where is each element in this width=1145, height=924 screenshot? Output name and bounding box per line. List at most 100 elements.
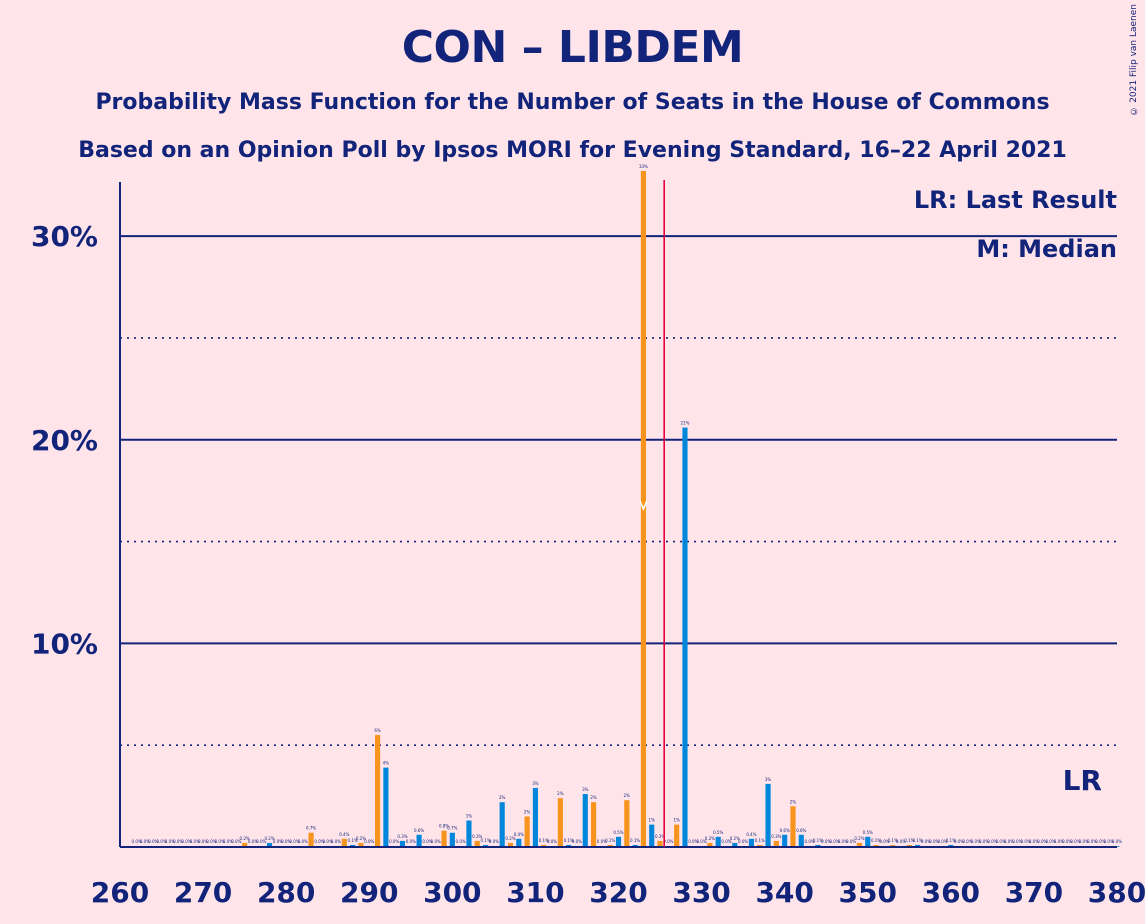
bar-seat-304 — [482, 844, 489, 847]
bar-seat-292 — [383, 767, 389, 847]
data-label: 0.0% — [456, 839, 466, 844]
data-label: 0.0% — [298, 839, 308, 844]
data-label: 0.0% — [738, 839, 748, 844]
bar-seat-342 — [798, 834, 804, 847]
data-label: 0.2% — [356, 836, 366, 841]
x-tick-label: 340 — [755, 876, 813, 909]
data-label: 3% — [532, 781, 539, 786]
data-label: 0.0% — [1070, 839, 1080, 844]
bar-seat-350 — [865, 836, 871, 847]
data-label: 0.1% — [539, 838, 549, 843]
data-label: 0.1% — [946, 838, 956, 843]
bar-seat-337 — [757, 844, 763, 847]
last-result-label: LR — [1063, 764, 1102, 797]
data-label: 0.0% — [1029, 839, 1039, 844]
data-label: 0.4% — [746, 832, 756, 837]
data-label: 0.0% — [314, 839, 324, 844]
bar-seat-275 — [242, 842, 248, 847]
data-label: 2% — [524, 809, 531, 814]
data-label: 0.0% — [323, 839, 333, 844]
data-label: 0.1% — [630, 838, 640, 843]
data-label: 0.4% — [514, 832, 524, 837]
x-tick-label: 280 — [257, 876, 315, 909]
data-label: 0.5% — [863, 830, 873, 835]
chart-title: CON – LIBDEM — [401, 22, 744, 73]
bar-seat-321 — [624, 800, 630, 847]
data-label: 0.8% — [439, 824, 449, 829]
data-label: 0.0% — [805, 839, 815, 844]
x-tick-label: 270 — [174, 876, 232, 909]
y-tick-label: 10% — [31, 627, 98, 660]
data-label: 0.0% — [929, 839, 939, 844]
bar-seat-325 — [657, 840, 663, 847]
data-label: 0.1% — [871, 838, 881, 843]
chart-subtitle-2: Based on an Opinion Poll by Ipsos MORI f… — [78, 138, 1067, 163]
bar-seat-319 — [607, 844, 613, 847]
x-tick-label: 300 — [423, 876, 481, 909]
data-label: 0.0% — [289, 839, 299, 844]
data-label: 0.0% — [181, 839, 191, 844]
x-tick-label: 260 — [91, 876, 149, 909]
data-label: 0.7% — [306, 826, 316, 831]
data-label: 0.0% — [829, 839, 839, 844]
data-label: 0.0% — [1104, 839, 1114, 844]
data-label: 1% — [649, 818, 656, 823]
data-label: 0.0% — [1021, 839, 1031, 844]
data-label: 0.0% — [597, 839, 607, 844]
bar-seat-331 — [707, 842, 713, 847]
bar-seat-294 — [399, 840, 406, 847]
data-label: 0.0% — [954, 839, 964, 844]
data-label: 0.0% — [165, 839, 175, 844]
x-tick-label: 290 — [340, 876, 398, 909]
data-label: 0.1% — [348, 838, 358, 843]
data-label: 0.3% — [472, 834, 482, 839]
data-label: 0.0% — [198, 839, 208, 844]
data-label: 0.0% — [156, 839, 166, 844]
data-label: 0.0% — [206, 839, 216, 844]
data-label: 0.2% — [240, 836, 250, 841]
data-label: 0.0% — [281, 839, 291, 844]
bar-seat-349 — [856, 842, 863, 847]
data-label: 0.6% — [414, 828, 424, 833]
data-label: 0.3% — [655, 834, 665, 839]
bar-seat-303 — [474, 840, 480, 847]
data-label: 0.0% — [173, 839, 183, 844]
bar-seat-302 — [466, 820, 472, 847]
bar-seat-351 — [873, 844, 879, 847]
x-tick-label: 380 — [1088, 876, 1145, 909]
data-label: 0.0% — [838, 839, 848, 844]
bar-seat-278 — [266, 842, 273, 847]
data-label: 0.0% — [231, 839, 241, 844]
data-label: 0.1% — [755, 838, 765, 843]
data-label: 0.0% — [489, 839, 499, 844]
data-label: 0.6% — [780, 828, 790, 833]
data-label: 2% — [499, 795, 506, 800]
bar-seat-306 — [499, 802, 505, 847]
data-label: 21% — [681, 421, 690, 426]
data-label: 0.0% — [364, 839, 374, 844]
bar-seat-283 — [308, 832, 314, 847]
bar-seat-334 — [732, 842, 738, 847]
data-label: 2% — [557, 791, 564, 796]
data-label: 6% — [374, 728, 381, 733]
data-label: 0.4% — [339, 832, 349, 837]
data-label: 0.6% — [796, 828, 806, 833]
data-label: 0.1% — [564, 838, 574, 843]
bar-seat-355 — [906, 844, 912, 847]
data-label: 0.0% — [223, 839, 233, 844]
data-label: 0.0% — [1045, 839, 1055, 844]
bar-seat-309 — [524, 816, 530, 847]
data-label: 0.2% — [730, 836, 740, 841]
data-label: 0.0% — [140, 839, 150, 844]
bar-seat-360 — [948, 844, 954, 847]
data-label: 0.0% — [663, 839, 673, 844]
legend-median: M: Median — [976, 235, 1117, 263]
data-label: 0.0% — [721, 839, 731, 844]
data-label: 0.0% — [1095, 839, 1105, 844]
data-label: 0.0% — [1012, 839, 1022, 844]
data-label: 0.0% — [331, 839, 341, 844]
data-label: 0.0% — [821, 839, 831, 844]
data-label: 0.0% — [547, 839, 557, 844]
data-label: 0.3% — [771, 834, 781, 839]
